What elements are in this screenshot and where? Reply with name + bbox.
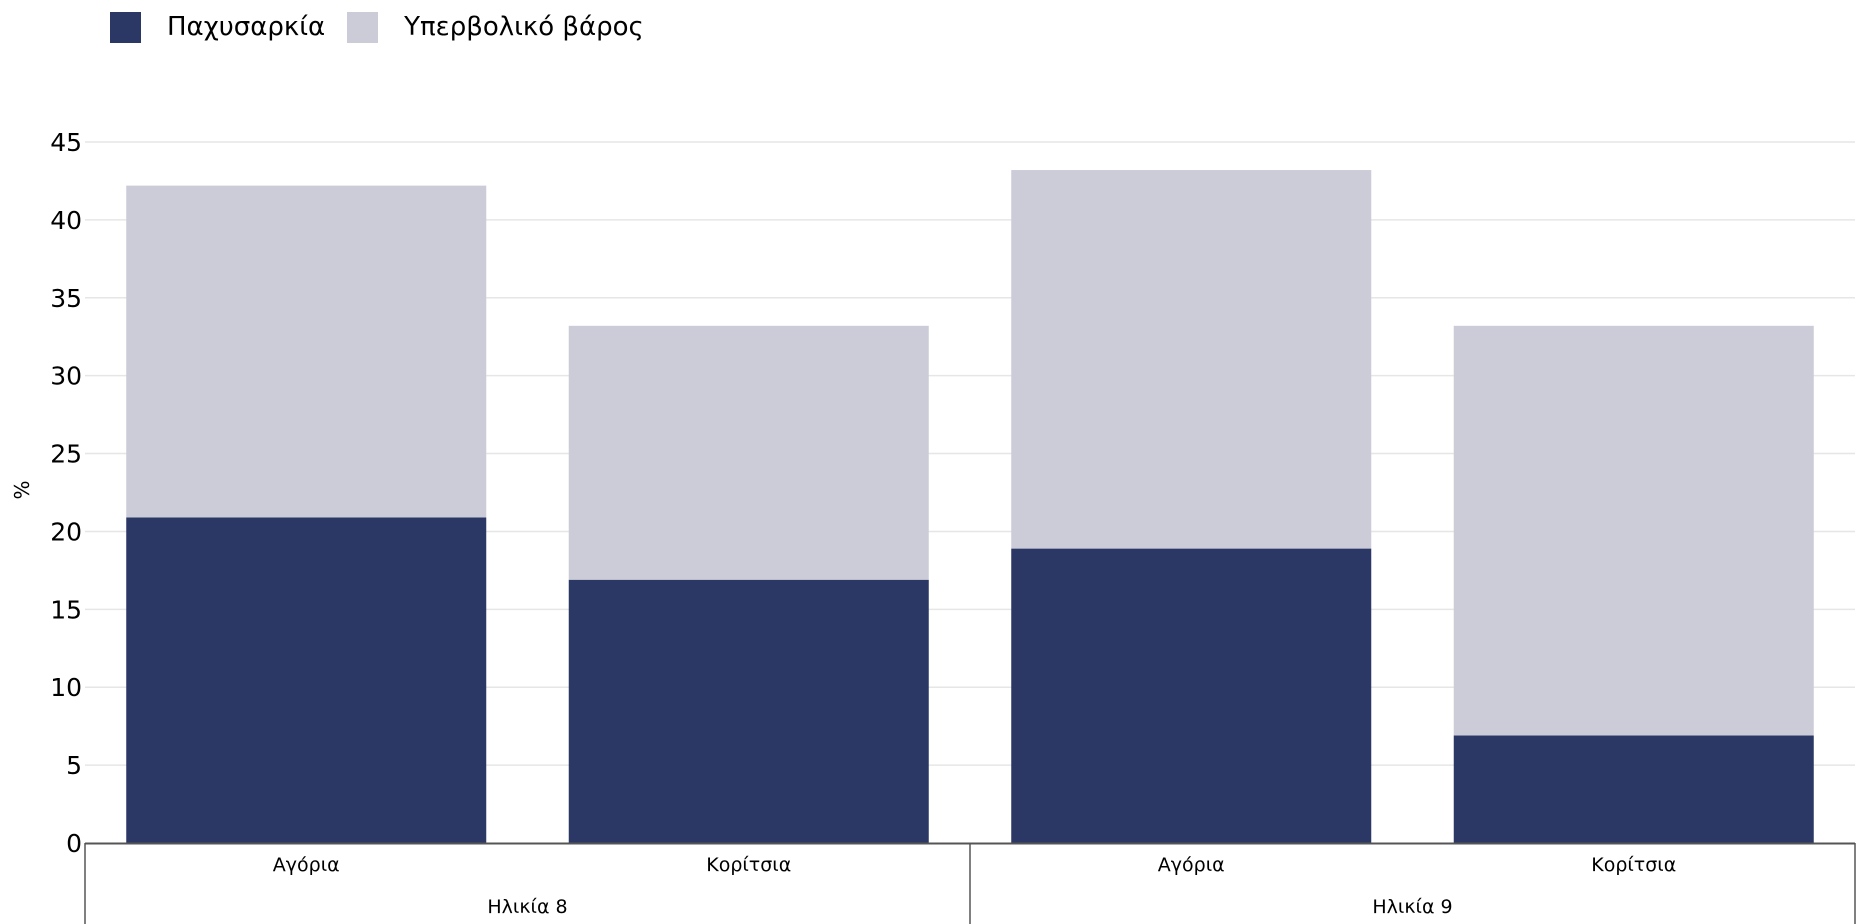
group-label: Ηλικία 9 bbox=[1372, 896, 1452, 918]
bar-obesity bbox=[1453, 735, 1814, 843]
y-tick-label: 25 bbox=[50, 440, 82, 469]
y-tick-label: 10 bbox=[50, 673, 82, 702]
legend-label-overweight: Υπερβολικό βάρος bbox=[404, 12, 644, 42]
bar-overweight bbox=[568, 325, 929, 580]
legend-item-overweight: Υπερβολικό βάρος bbox=[347, 11, 644, 43]
bar-overweight bbox=[1011, 170, 1372, 549]
x-tick-label: Αγόρια bbox=[1158, 854, 1225, 876]
bar-obesity bbox=[568, 579, 929, 843]
y-axis-label: % bbox=[10, 480, 34, 499]
bar-overweight bbox=[1453, 325, 1814, 736]
y-tick-label: 35 bbox=[50, 284, 82, 313]
x-tick-label: Κορίτσια bbox=[1591, 854, 1676, 876]
bar-obesity bbox=[1011, 548, 1372, 843]
bar-obesity bbox=[126, 517, 487, 843]
x-tick-label: Κορίτσια bbox=[706, 854, 791, 876]
group-label: Ηλικία 8 bbox=[487, 896, 567, 918]
y-tick-label: 45 bbox=[50, 128, 82, 157]
bar-overweight bbox=[126, 185, 487, 518]
y-tick-label: 15 bbox=[50, 595, 82, 624]
x-tick-label: Αγόρια bbox=[273, 854, 340, 876]
legend-swatch-obesity bbox=[110, 11, 141, 43]
y-tick-label: 40 bbox=[50, 206, 82, 235]
legend-item-obesity: Παχυσαρκία bbox=[110, 11, 326, 43]
y-tick-label: 20 bbox=[50, 517, 82, 546]
y-tick-label: 0 bbox=[66, 829, 82, 858]
legend-label-obesity: Παχυσαρκία bbox=[167, 12, 326, 42]
y-tick-label: 30 bbox=[50, 362, 82, 391]
legend: Παχυσαρκία Υπερβολικό βάρος bbox=[110, 10, 666, 44]
legend-swatch-overweight bbox=[347, 11, 379, 43]
y-tick-label: 5 bbox=[66, 751, 82, 780]
